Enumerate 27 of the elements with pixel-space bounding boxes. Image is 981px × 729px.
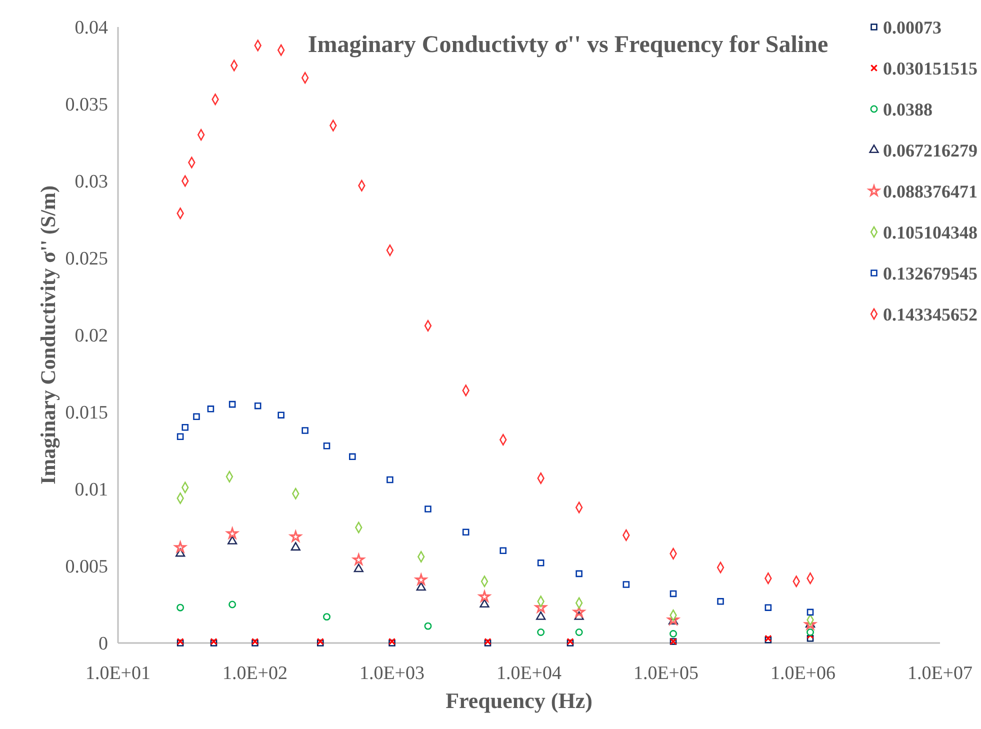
legend-label: 0.067216279 bbox=[883, 140, 978, 160]
x-tick-label: 1.0E+05 bbox=[633, 663, 699, 684]
x-tick-label: 1.0E+07 bbox=[907, 663, 973, 684]
legend-label: 0.105104348 bbox=[883, 222, 978, 242]
y-tick-label: 0 bbox=[98, 634, 108, 655]
chart-title: Imaginary Conductivty σ'' vs Frequency for Saline bbox=[308, 32, 828, 58]
legend-label: 0.00073 bbox=[883, 17, 942, 38]
y-tick-label: 0.02 bbox=[74, 326, 108, 347]
y-axis-title: Imaginary Conductivity σ'' (S/m) bbox=[36, 185, 60, 485]
legend-label: 0.088376471 bbox=[883, 181, 978, 202]
x-tick-label: 1.0E+03 bbox=[359, 663, 425, 684]
y-tick-label: 0.035 bbox=[65, 94, 108, 116]
legend-label: 0.030151515 bbox=[883, 58, 978, 78]
x-axis-title: Frequency (Hz) bbox=[446, 688, 592, 713]
x-tick-label: 1.0E+02 bbox=[222, 663, 288, 684]
y-tick-label: 0.005 bbox=[65, 556, 108, 578]
y-tick-label: 0.04 bbox=[74, 18, 108, 39]
y-tick-label: 0.01 bbox=[74, 480, 108, 501]
x-tick-label: 1.0E+06 bbox=[770, 663, 836, 684]
legend-label: 0.132679545 bbox=[883, 263, 978, 284]
y-tick-label: 0.015 bbox=[65, 402, 108, 424]
y-tick-label: 0.025 bbox=[65, 248, 108, 270]
legend-label: 0.0388 bbox=[883, 99, 932, 120]
x-tick-label: 1.0E+01 bbox=[85, 663, 151, 684]
legend-label: 0.143345652 bbox=[883, 304, 978, 324]
x-tick-label: 1.0E+04 bbox=[496, 663, 562, 684]
y-tick-label: 0.03 bbox=[74, 172, 108, 193]
